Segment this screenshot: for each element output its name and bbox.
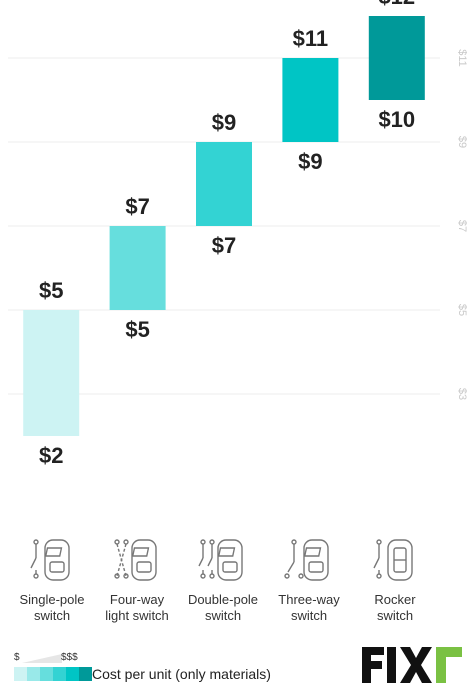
category-double-pole: Double-pole switch: [180, 536, 266, 624]
bar-high-label: $7: [125, 194, 149, 219]
category-single-pole: Single-pole switch: [9, 536, 95, 624]
y-tick-label: $7: [456, 220, 468, 232]
bar: [109, 226, 166, 310]
price-range-chart: $5 $2 $7 $5 $9 $7 $11 $9 $12 $10 $3 $5 $7 $9 $11: [8, 0, 468, 468]
legend-swatches: [14, 667, 92, 681]
bar-low-label: $10: [378, 107, 415, 132]
bar-high-label: $11: [293, 26, 329, 51]
legend-swatch: [14, 667, 27, 681]
rocker-switch-icon: [373, 539, 413, 581]
category-row: Single-pole switch Four-way light switch: [0, 536, 440, 626]
legend-max-label: $$$: [61, 652, 78, 663]
bar: [368, 16, 425, 100]
bar-high-label: $12: [378, 0, 415, 9]
bar: [23, 310, 80, 436]
fixr-logo-mark: [362, 647, 462, 683]
legend-min-label: $: [14, 652, 20, 663]
legend-text: Cost per unit (only materials): [92, 666, 271, 682]
legend-swatch: [40, 667, 53, 681]
legend-swatch: [53, 667, 66, 681]
bar-value-labels: $5 $2 $7 $5 $9 $7 $11 $9 $12 $10: [39, 0, 415, 468]
y-axis-tick-labels: $3 $5 $7 $9 $11: [456, 49, 468, 400]
category-label: Four-way light switch: [105, 592, 169, 623]
y-tick-label: $11: [456, 49, 468, 67]
bar-low-label: $9: [298, 149, 322, 174]
legend-swatch: [66, 667, 79, 681]
bar-high-label: $9: [212, 110, 236, 135]
category-four-way: Four-way light switch: [94, 536, 180, 624]
category-label: Double-pole switch: [187, 592, 259, 623]
bar-low-label: $5: [125, 317, 149, 342]
bar-low-label: $7: [212, 233, 236, 258]
single-pole-switch-icon: [30, 539, 70, 581]
legend-swatch: [27, 667, 40, 681]
category-label: Single-pole switch: [19, 592, 85, 623]
legend-swatch: [79, 667, 92, 681]
bar: [282, 58, 339, 142]
y-tick-label: $3: [456, 388, 468, 400]
three-way-switch-icon: [284, 539, 329, 581]
category-three-way: Three-way switch: [266, 536, 352, 624]
category-label: Three-way switch: [278, 592, 340, 623]
y-tick-label: $9: [456, 136, 468, 148]
category-label: Rocker switch: [374, 592, 416, 623]
category-rocker: Rocker switch: [352, 536, 438, 624]
bars: [23, 16, 425, 436]
legend-ramp-icon: [22, 654, 62, 663]
bar-high-label: $5: [39, 278, 63, 303]
legend: $ $$$ Cost per unit (only materials): [14, 652, 314, 688]
bar: [196, 142, 252, 226]
brand-logo: [362, 647, 462, 683]
double-pole-switch-icon: [198, 539, 243, 581]
bar-low-label: $2: [39, 443, 63, 468]
four-way-switch-icon: [114, 539, 157, 581]
y-tick-label: $5: [456, 304, 468, 316]
